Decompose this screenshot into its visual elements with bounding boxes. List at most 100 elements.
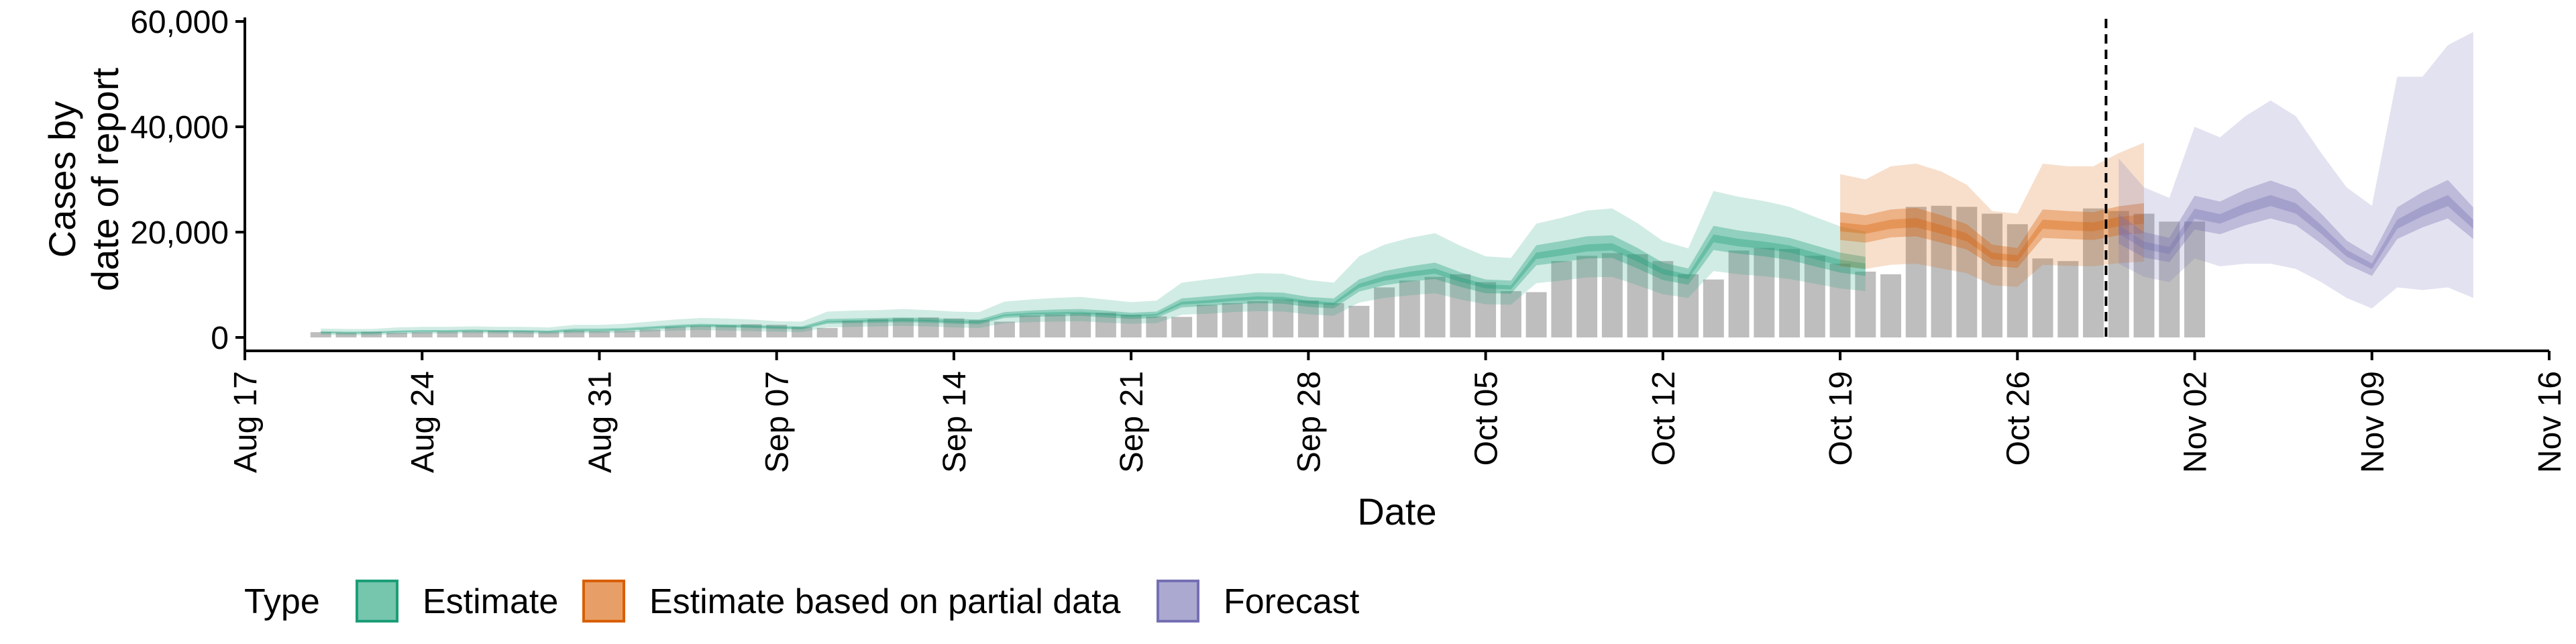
y-tick-label: 40,000 <box>130 110 229 146</box>
reported-cases-bar <box>1829 264 1851 337</box>
partial-inner-band <box>1840 203 2144 268</box>
reported-cases-bar <box>892 317 914 337</box>
reported-cases-bar <box>361 331 382 337</box>
reported-cases-bar <box>1525 292 1547 337</box>
reported-cases-bar <box>1475 282 1497 337</box>
reported-cases-bar <box>2184 221 2206 337</box>
reported-cases-bar <box>2133 213 2155 337</box>
legend-label: Estimate <box>423 582 558 621</box>
reported-cases-bar <box>437 331 458 337</box>
estimate-outer-band <box>321 191 1866 335</box>
forecast-inner-band <box>2118 180 2473 276</box>
ribbons-layer <box>321 32 2473 335</box>
reported-cases-bar <box>538 331 559 337</box>
reported-cases-bar <box>994 321 1015 337</box>
reported-cases-bar <box>1019 315 1040 337</box>
reported-cases-bar <box>1855 271 1876 337</box>
legend-label: Forecast <box>1224 582 1360 621</box>
axes: 0 20,000 40,000 60,000 Aug 17 Aug 24 Aug 31 Sep… <box>130 5 2568 473</box>
reported-cases-bar <box>588 331 610 337</box>
forecast-outer-band <box>2118 32 2473 309</box>
reported-cases-bar <box>1146 316 1167 337</box>
estimate-inner-band <box>321 225 1866 334</box>
y-axis-label-line: date of report <box>84 68 126 292</box>
reported-cases-bar <box>1982 213 2003 337</box>
reported-cases-bar <box>741 324 762 337</box>
x-tick-label: Sep 07 <box>760 371 796 473</box>
reported-cases-bar <box>1703 279 1724 337</box>
reported-cases-bar <box>1905 207 1927 337</box>
reported-cases-bar <box>2006 224 2028 337</box>
reported-cases-bar <box>1931 205 1952 337</box>
reported-cases-bar <box>487 330 508 337</box>
reported-cases-bar <box>462 331 484 337</box>
reported-cases-bar <box>816 327 838 337</box>
x-tick-label: Aug 31 <box>582 371 618 473</box>
reported-cases-bar <box>310 332 331 337</box>
legend-label: Estimate based on partial data <box>649 582 1121 621</box>
reported-cases-bar <box>1095 313 1116 337</box>
x-tick-label: Sep 28 <box>1291 371 1327 473</box>
reported-cases-bar <box>1601 253 1623 337</box>
reported-cases-bar <box>1120 315 1142 337</box>
reported-cases-bar <box>386 332 407 337</box>
reported-cases-bar <box>1374 287 1395 337</box>
reported-cases-bar <box>943 318 965 337</box>
reported-cases-bar <box>1247 301 1269 337</box>
reported-cases-bar <box>1323 303 1344 337</box>
y-tick-label: 20,000 <box>130 215 229 251</box>
reported-cases-bar <box>1222 303 1243 337</box>
reported-cases-bar <box>1273 299 1294 337</box>
x-tick-label: Aug 17 <box>228 371 264 473</box>
reported-cases-bar <box>690 325 711 337</box>
reported-cases-bar <box>918 317 939 337</box>
reported-cases-bar <box>1171 317 1193 337</box>
y-tick-label: 60,000 <box>130 5 229 40</box>
y-tick-label: 0 <box>211 321 229 356</box>
x-tick-label: Nov 16 <box>2532 371 2568 473</box>
reported-cases-bar <box>791 327 812 337</box>
reported-cases-bar <box>1424 276 1446 337</box>
reported-cases-bar <box>2108 211 2129 337</box>
legend: Type Estimate Estimate based on partial da… <box>244 580 1360 623</box>
legend-title: Type <box>244 582 320 621</box>
reported-cases-bar <box>715 325 737 337</box>
reported-cases-bar <box>2159 221 2180 337</box>
reported-cases-bar <box>1804 256 1825 337</box>
reported-cases-bar <box>1576 256 1598 337</box>
reported-cases-bar <box>1880 274 1902 337</box>
x-tick-label: Oct 12 <box>1646 371 1682 466</box>
forecast-median-band <box>2118 195 2473 270</box>
reported-cases-bar <box>1551 261 1572 337</box>
reported-cases-bar <box>639 329 661 337</box>
reported-cases-bar <box>1627 254 1648 337</box>
x-axis-label: Date <box>1357 490 1436 533</box>
legend-swatch <box>582 580 625 623</box>
reported-cases-bar <box>335 332 357 337</box>
reported-cases-bar <box>1450 274 1471 337</box>
reported-cases-bar <box>1728 250 1750 337</box>
reported-cases-bar <box>1956 207 1978 337</box>
reported-cases-bar <box>513 331 534 337</box>
x-tick-label: Aug 24 <box>405 371 441 473</box>
reported-cases-bar <box>1297 301 1319 337</box>
reported-cases-bar <box>1652 261 1674 337</box>
reported-cases-bar <box>2032 258 2053 337</box>
x-tick-label: Nov 09 <box>2355 371 2391 473</box>
reported-cases-bar <box>1196 305 1218 337</box>
x-axis-title: Date <box>1357 490 1436 533</box>
reported-cases-bar <box>665 327 686 337</box>
reported-cases-bar <box>1399 280 1420 337</box>
reported-cases-bar <box>867 319 889 337</box>
reported-cases-bar <box>1070 313 1091 337</box>
y-axis-title: Cases by date of report <box>41 68 126 292</box>
partial-median-band <box>1840 214 2144 262</box>
y-axis-label-line: Cases by <box>41 101 83 258</box>
reported-cases-bar <box>1754 248 1775 337</box>
estimate-median-band <box>321 234 1866 333</box>
partial-outer-band <box>1840 142 2144 287</box>
reported-cases-bar <box>411 332 433 337</box>
reported-cases-bar <box>969 320 990 337</box>
reported-cases-bar <box>766 325 788 337</box>
reported-cases-bar <box>2057 261 2079 337</box>
